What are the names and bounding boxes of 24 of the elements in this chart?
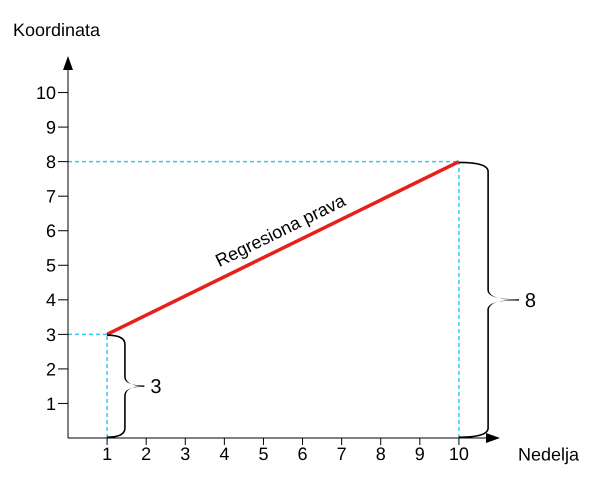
x-tick-label: 1: [102, 444, 112, 464]
x-tick-label: 9: [414, 444, 425, 464]
x-tick-label: 10: [448, 444, 469, 464]
x-axis-title: Nedelja: [518, 444, 580, 464]
x-tick-label: 6: [298, 444, 308, 464]
annotation: 3: [150, 376, 162, 398]
y-tick-label: 2: [46, 359, 56, 380]
x-tick-label: 7: [336, 444, 347, 464]
y-tick-label: 1: [46, 394, 56, 414]
x-tick-label: 2: [141, 444, 152, 464]
y-tick-label: 9: [46, 117, 56, 138]
y-tick-label: 8: [46, 152, 56, 172]
y-tick-label: 10: [36, 82, 56, 103]
y-tick-label: 7: [46, 186, 56, 207]
y-axis-title: Koordinata: [13, 20, 102, 40]
y-tick-label: 6: [46, 221, 56, 242]
y-tick-label: 3: [46, 324, 56, 345]
y-tick-label: 5: [46, 256, 56, 276]
y-tick-label: 4: [46, 290, 56, 310]
x-tick-label: 4: [219, 444, 230, 464]
x-tick-label: 3: [180, 444, 190, 464]
text: 8: [524, 290, 536, 312]
x-tick-label: 5: [258, 444, 268, 464]
x-tick-label: 8: [376, 444, 386, 464]
